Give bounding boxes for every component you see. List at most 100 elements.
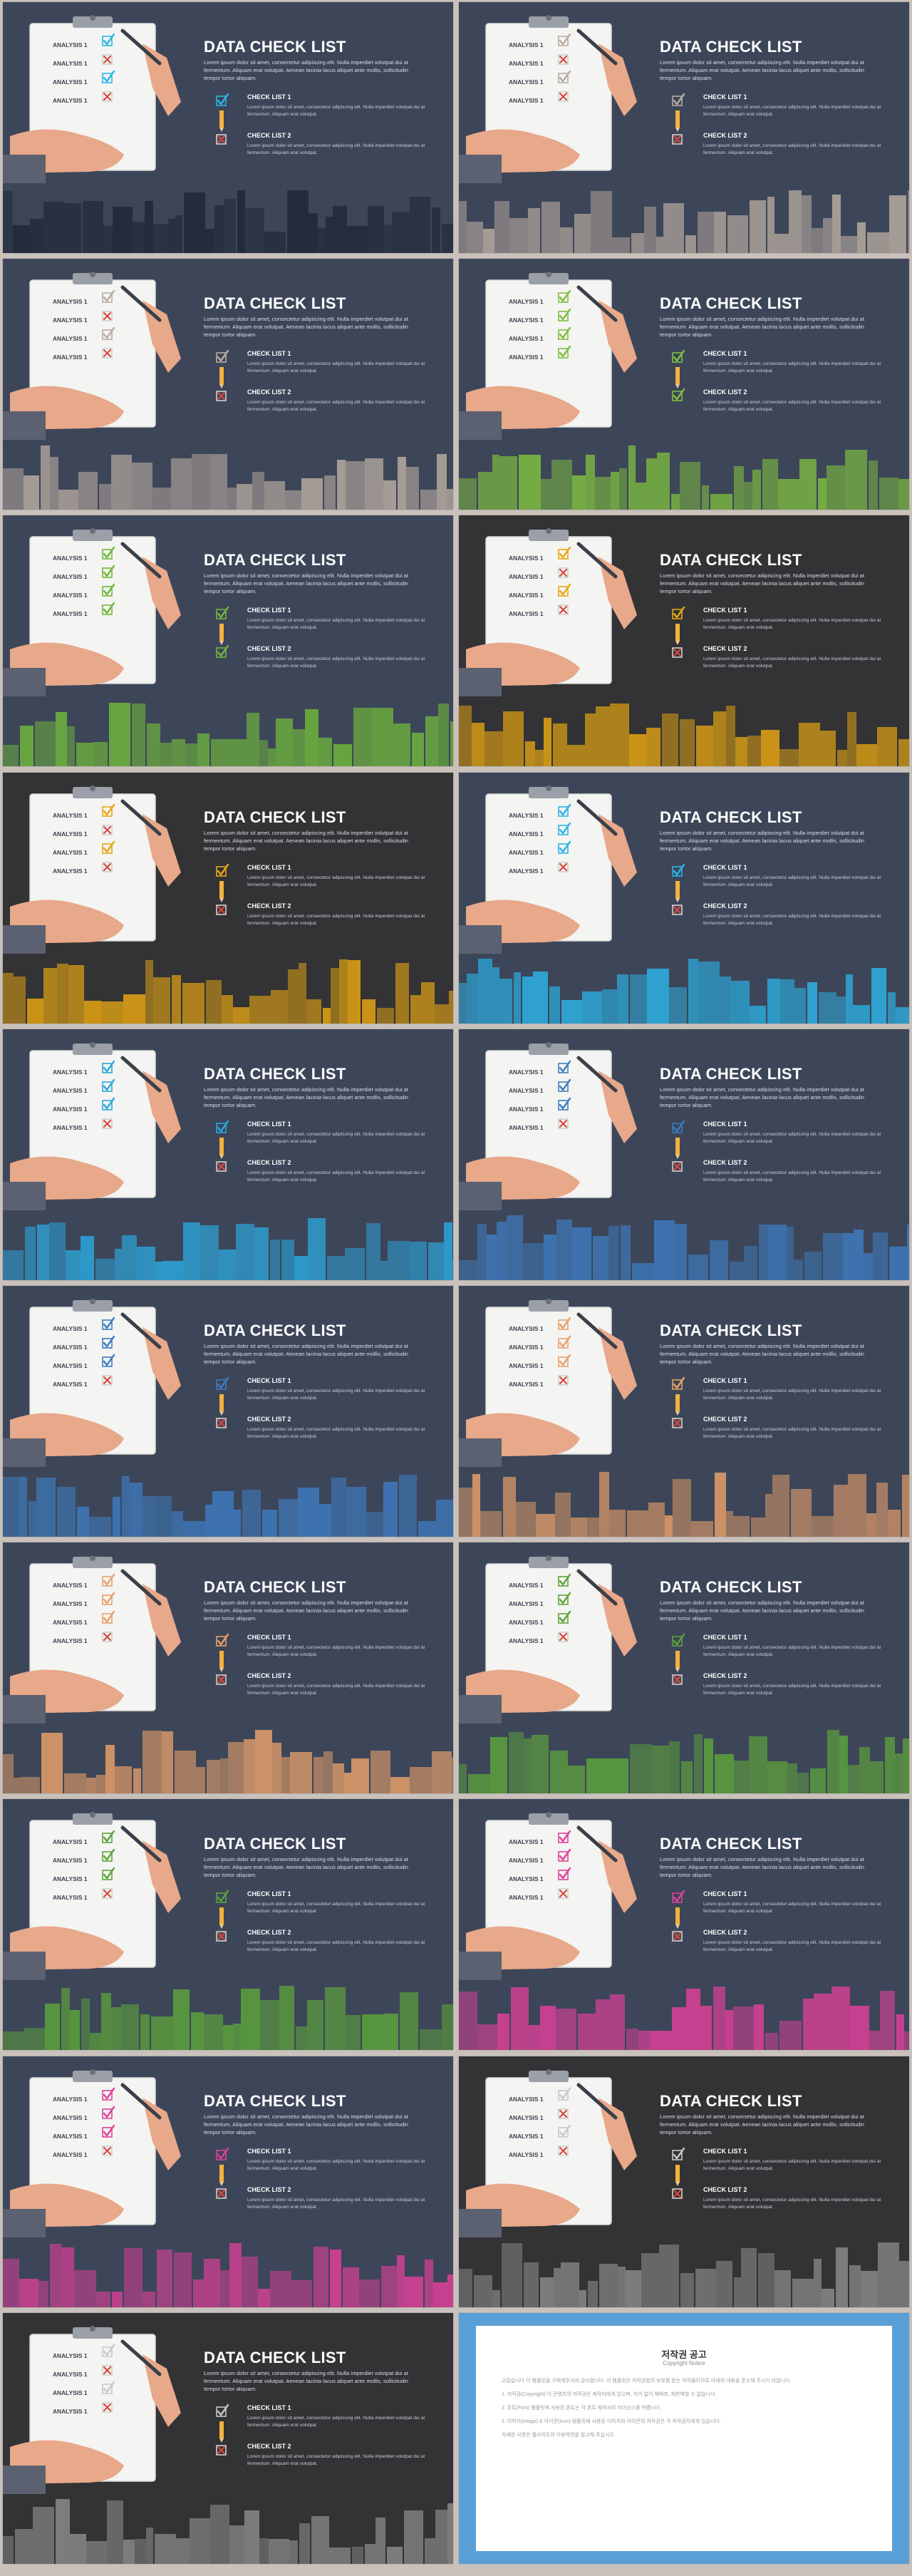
check-list-2-icon: [216, 391, 227, 401]
city-skyline: [3, 2498, 453, 2564]
check-list-1-title: CHECK LIST 1: [703, 1120, 747, 1128]
check-list-slide[interactable]: DATA CHECK LIST Lorem ipsum dolor sit ame…: [3, 1285, 453, 1537]
check-list-2-icon: [216, 134, 227, 145]
hand-pen-icon: [576, 1312, 637, 1400]
check-list-1-title: CHECK LIST 1: [247, 2404, 291, 2411]
analysis-label: ANALYSIS 1: [53, 2095, 88, 2103]
check-list-slide[interactable]: DATA CHECK LIST Lorem ipsum dolor sit ame…: [3, 1029, 453, 1280]
analysis-mark-icon: [102, 1632, 113, 1642]
hand-pen-icon: [120, 2083, 181, 2170]
analysis-label: ANALYSIS 1: [53, 867, 88, 875]
notice-subtitle: Copyright Notice: [663, 2359, 705, 2366]
check-list-1-icon: [672, 349, 685, 363]
check-list-slide[interactable]: DATA CHECK LIST Lorem ipsum dolor sit ame…: [3, 1542, 453, 1794]
analysis-mark-icon: [558, 547, 571, 560]
notice-paragraph: 3. 이미지(Image) & 아이콘(Icon) 템플릿에 사용된 이미지와 …: [502, 2418, 721, 2424]
check-list-slide[interactable]: DATA CHECK LIST Lorem ipsum dolor sit ame…: [459, 1542, 909, 1794]
analysis-label: ANALYSIS 1: [509, 1838, 544, 1846]
check-list-1-icon: [216, 2404, 229, 2417]
holding-hand-icon: [459, 1413, 580, 1467]
pencil-icon: [219, 880, 224, 902]
check-list-1-text: Lorem ipsum dolor sit amet, consectetur …: [703, 361, 881, 374]
check-list-1-text: Lorem ipsum dolor sit amet, consectetur …: [247, 1902, 425, 1915]
notice-text: 고맙습니다 이 템플릿을 구매해주셔서 감사합니다. 이 템플릿은 저작권법의 …: [502, 2377, 866, 2445]
analysis-label: ANALYSIS 1: [53, 2351, 88, 2359]
analysis-label: ANALYSIS 1: [509, 97, 544, 104]
analysis-label: ANALYSIS 1: [53, 2132, 88, 2140]
check-list-slide[interactable]: DATA CHECK LIST Lorem ipsum dolor sit ame…: [3, 2, 453, 253]
check-list-slide[interactable]: DATA CHECK LIST Lorem ipsum dolor sit ame…: [3, 2056, 453, 2307]
check-list-1-text: Lorem ipsum dolor sit amet, consectetur …: [247, 875, 425, 887]
slide-title: DATA CHECK LIST: [660, 1835, 802, 1853]
slide-description: Lorem ipsum dolor sit amet, consectetur …: [660, 59, 865, 81]
analysis-mark-icon: [102, 1060, 115, 1073]
analysis-label: ANALYSIS 1: [509, 1875, 544, 1883]
pencil-icon: [675, 1651, 680, 1673]
check-list-slide[interactable]: DATA CHECK LIST Lorem ipsum dolor sit ame…: [459, 515, 909, 767]
analysis-mark-icon: [558, 822, 571, 835]
check-list-slide[interactable]: DATA CHECK LIST Lorem ipsum dolor sit ame…: [459, 2, 909, 253]
check-list-slide[interactable]: DATA CHECK LIST Lorem ipsum dolor sit ame…: [459, 259, 909, 510]
check-list-1-title: CHECK LIST 1: [703, 350, 747, 358]
check-list-slide[interactable]: DATA CHECK LIST Lorem ipsum dolor sit ame…: [459, 1285, 909, 1537]
check-list-1-icon: [216, 1633, 229, 1647]
hand-pen-icon: [120, 1569, 181, 1657]
city-skyline: [459, 704, 909, 767]
city-skyline: [3, 1474, 453, 1537]
slide-description: Lorem ipsum dolor sit amet, consectetur …: [204, 2113, 409, 2135]
analysis-mark-icon: [558, 861, 569, 872]
check-list-1-icon: [216, 863, 229, 877]
slide-description: Lorem ipsum dolor sit amet, consectetur …: [660, 829, 865, 852]
analysis-label: ANALYSIS 1: [53, 1086, 88, 1094]
copyright-notice-slide[interactable]: 저작권 공고 Copyright Notice 고맙습니다 이 템플릿을 구매해…: [459, 2312, 909, 2564]
slide-title: DATA CHECK LIST: [660, 38, 802, 56]
analysis-label: ANALYSIS 1: [509, 1324, 544, 1332]
check-list-1-title: CHECK LIST 1: [247, 1890, 291, 1898]
hand-pen-icon: [120, 799, 181, 887]
pencil-icon: [675, 2164, 680, 2186]
analysis-mark-icon: [102, 1573, 115, 1587]
check-list-2-text: Lorem ipsum dolor sit amet, consectetur …: [703, 1426, 881, 1439]
check-list-slide[interactable]: DATA CHECK LIST Lorem ipsum dolor sit ame…: [3, 1799, 453, 2051]
slide-description: Lorem ipsum dolor sit amet, consectetur …: [204, 1086, 409, 1108]
city-skyline: [459, 190, 909, 253]
slide-title: DATA CHECK LIST: [660, 1321, 802, 1339]
analysis-label: ANALYSIS 1: [509, 848, 544, 856]
city-skyline: [3, 1986, 453, 2051]
slide-description: Lorem ipsum dolor sit amet, consectetur …: [204, 59, 409, 81]
analysis-label: ANALYSIS 1: [509, 1105, 544, 1113]
analysis-label: ANALYSIS 1: [53, 811, 88, 819]
check-list-2-title: CHECK LIST 2: [703, 1158, 747, 1166]
check-list-slide[interactable]: DATA CHECK LIST Lorem ipsum dolor sit ame…: [459, 772, 909, 1024]
check-list-1-icon: [672, 607, 685, 620]
analysis-mark-icon: [558, 70, 571, 83]
check-list-slide[interactable]: DATA CHECK LIST Lorem ipsum dolor sit ame…: [3, 259, 453, 510]
check-list-slide[interactable]: DATA CHECK LIST Lorem ipsum dolor sit ame…: [459, 2056, 909, 2307]
analysis-label: ANALYSIS 1: [53, 1894, 88, 1902]
check-list-slide[interactable]: DATA CHECK LIST Lorem ipsum dolor sit ame…: [3, 772, 453, 1024]
analysis-mark-icon: [558, 567, 569, 579]
analysis-mark-icon: [102, 1610, 115, 1624]
check-list-slide[interactable]: DATA CHECK LIST Lorem ipsum dolor sit ame…: [459, 1799, 909, 2051]
city-skyline: [3, 1730, 453, 1794]
analysis-label: ANALYSIS 1: [509, 298, 544, 306]
slide-description: Lorem ipsum dolor sit amet, consectetur …: [660, 316, 865, 339]
check-list-1-text: Lorem ipsum dolor sit amet, consectetur …: [247, 1388, 425, 1401]
check-list-slide[interactable]: DATA CHECK LIST Lorem ipsum dolor sit ame…: [3, 2312, 453, 2564]
check-list-2-title: CHECK LIST 2: [703, 1415, 747, 1423]
analysis-mark-icon: [102, 2106, 115, 2119]
slide-illustration: [459, 259, 909, 510]
check-list-2-text: Lorem ipsum dolor sit amet, consectetur …: [247, 1426, 425, 1439]
slide-title: DATA CHECK LIST: [204, 294, 346, 313]
pencil-icon: [675, 110, 680, 132]
analysis-label: ANALYSIS 1: [53, 1123, 88, 1131]
check-list-slide[interactable]: DATA CHECK LIST Lorem ipsum dolor sit ame…: [459, 1029, 909, 1280]
slide-grid: DATA CHECK LIST Lorem ipsum dolor sit ame…: [3, 2, 909, 2564]
slide-illustration: [459, 2, 909, 253]
check-list-slide[interactable]: DATA CHECK LIST Lorem ipsum dolor sit ame…: [3, 515, 453, 767]
slide-title: DATA CHECK LIST: [660, 1578, 802, 1597]
slide-description: Lorem ipsum dolor sit amet, consectetur …: [204, 316, 409, 339]
pencil-icon: [675, 624, 680, 646]
hand-pen-icon: [120, 1825, 181, 1914]
analysis-label: ANALYSIS 1: [509, 1086, 544, 1094]
